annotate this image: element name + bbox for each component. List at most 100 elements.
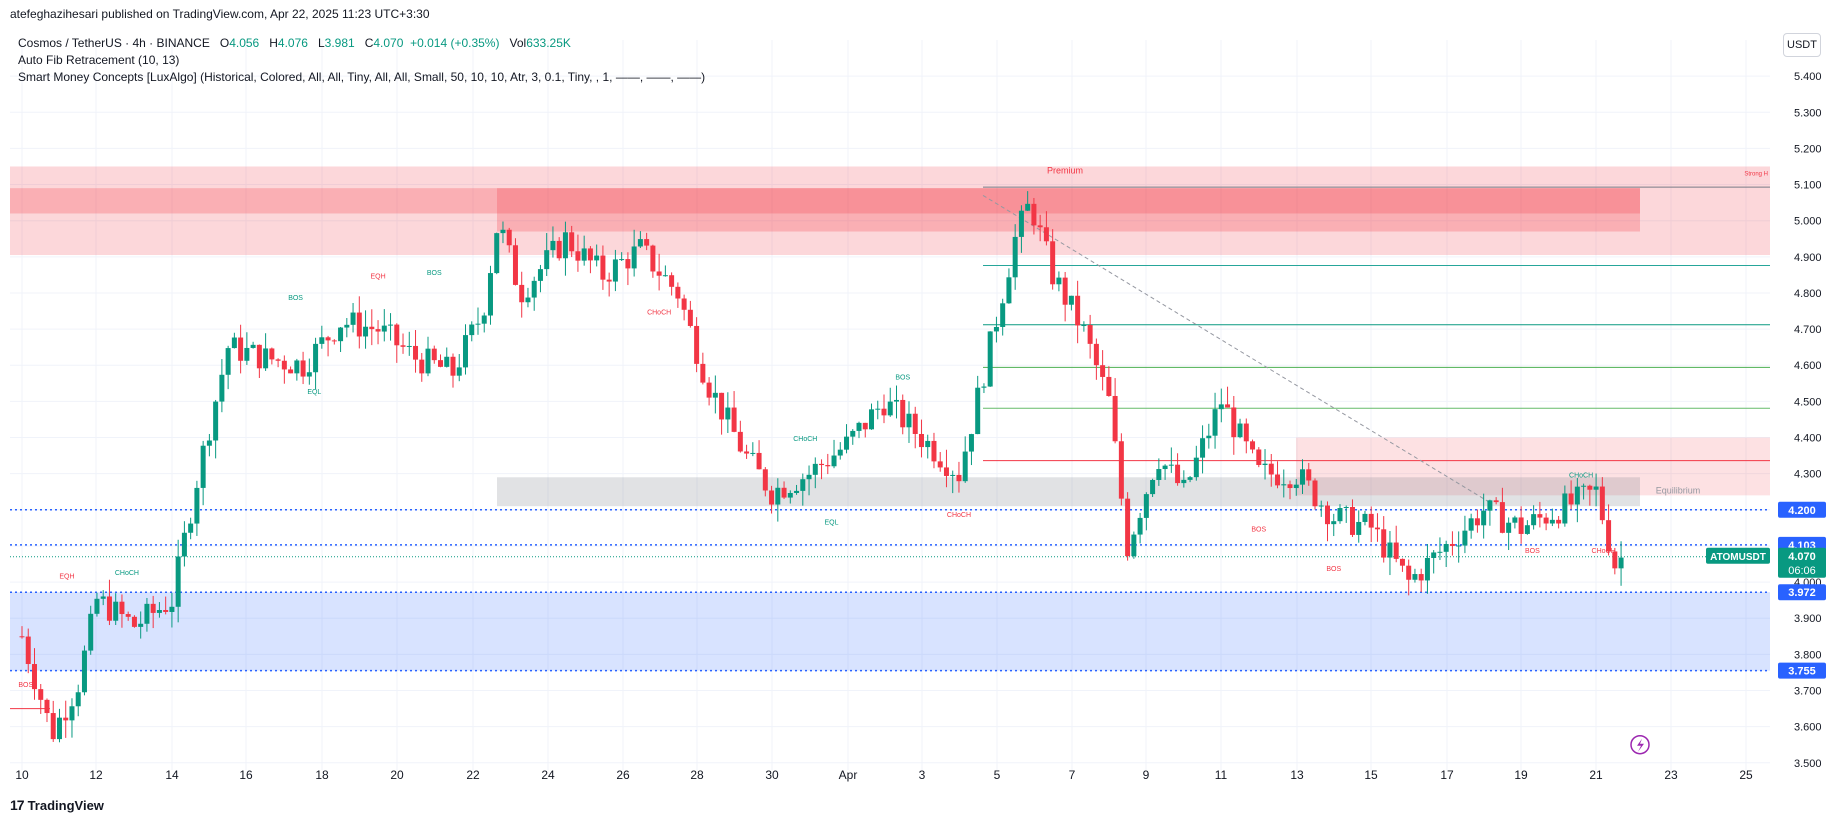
x-tick-label: 22 (466, 768, 480, 782)
y-tick-label: 5.100 (1794, 180, 1822, 192)
candle-body (1599, 486, 1605, 521)
symbol-title[interactable]: Cosmos / TetherUS · 4h · BINANCE (18, 36, 210, 50)
y-tick-label: 5.200 (1794, 143, 1822, 155)
candle-body (1037, 225, 1043, 228)
candle-body (256, 344, 262, 369)
candle-body (556, 240, 562, 259)
candle-body (875, 408, 881, 410)
candle-body (1200, 438, 1206, 458)
candle-body (750, 452, 756, 454)
candle-body (231, 337, 237, 349)
candle-body (806, 474, 812, 480)
candle-body (862, 422, 868, 430)
candle-body (288, 369, 294, 374)
candle-body (943, 467, 949, 476)
candle-body (1412, 574, 1418, 580)
candle-body (400, 345, 406, 347)
candle-body (781, 487, 787, 498)
candle-body (719, 392, 725, 420)
last-price-tag-bg (1778, 547, 1826, 578)
candle-body (1443, 544, 1449, 552)
fib-trend-line (982, 194, 1491, 504)
candle-body (1000, 303, 1006, 327)
price-tag-label: 3.755 (1788, 666, 1816, 678)
candle-body (1449, 544, 1455, 546)
candle-body (1106, 376, 1112, 396)
x-tick-label: 10 (15, 768, 29, 782)
candle-body (737, 431, 743, 452)
candle-body (81, 650, 87, 693)
candle-body (706, 382, 712, 398)
structure-label: CHoCH (1592, 548, 1616, 555)
indicator-smc[interactable]: Smart Money Concepts [LuxAlgo] (Historic… (18, 70, 706, 84)
candle-body (1100, 365, 1106, 377)
candle-body (1031, 203, 1037, 226)
candle-body (1324, 505, 1330, 525)
y-tick-label: 4.700 (1794, 324, 1822, 336)
candle-body (144, 603, 150, 624)
candle-body (937, 461, 943, 468)
candle-body (1256, 449, 1262, 465)
x-tick-label: 19 (1514, 768, 1528, 782)
candle-body (1418, 574, 1424, 581)
y-tick-label: 5.300 (1794, 107, 1822, 119)
candle-body (581, 248, 587, 261)
candle-body (950, 474, 956, 476)
indicator-fib[interactable]: Auto Fib Retracement (10, 13) (18, 53, 180, 67)
structure-label: CHoCH (793, 436, 817, 443)
candle-body (1193, 457, 1199, 478)
candle-body (369, 326, 375, 330)
discount-zone (10, 592, 1770, 671)
x-tick-label: 14 (165, 768, 179, 782)
strong-high-zone (1296, 437, 1770, 496)
candle-body (1474, 518, 1480, 526)
open-value: 4.056 (229, 36, 260, 50)
currency-selector[interactable]: USDT (1783, 33, 1821, 57)
candle-body (1543, 517, 1549, 524)
candle-body (1212, 409, 1218, 436)
candle-body (94, 598, 100, 614)
candle-body (819, 463, 825, 466)
candle-body (406, 345, 412, 347)
candle-body (475, 323, 481, 325)
candle-body (1162, 465, 1168, 470)
candle-body (631, 246, 637, 269)
candle-body (1493, 500, 1499, 503)
candle-body (1062, 277, 1068, 305)
candle-body (594, 255, 600, 261)
candles-group (19, 191, 1624, 743)
x-tick-label: 13 (1290, 768, 1304, 782)
candle-body (1293, 484, 1299, 489)
candle-body (269, 348, 275, 360)
candle-body (394, 324, 400, 346)
candle-body (744, 451, 750, 454)
candle-body (169, 606, 175, 612)
candle-body (1018, 210, 1024, 237)
candle-body (1075, 295, 1081, 326)
close-value: 4.070 (373, 36, 404, 50)
candle-body (200, 445, 206, 488)
candle-body (225, 348, 231, 375)
candle-body (1562, 493, 1568, 524)
candle-body (1287, 484, 1293, 489)
candle-body (1181, 479, 1187, 484)
supply-block (10, 188, 1640, 214)
candle-body (794, 490, 800, 493)
candle-body (669, 275, 675, 287)
candle-body (1300, 469, 1306, 485)
candle-body (1112, 395, 1118, 442)
price-chart[interactable]: BOS EQH BOS EQL CHoCH BOS CHoCH EQL CHoCH BOS BOS E… (0, 0, 1835, 790)
candle-body (1437, 551, 1443, 553)
candle-body (194, 487, 200, 524)
candle-body (1356, 521, 1362, 535)
price-tag-label: 4.200 (1788, 505, 1816, 517)
candle-body (238, 337, 244, 361)
candle-body (1150, 479, 1156, 495)
candle-body (1268, 463, 1274, 475)
candle-body (1487, 500, 1493, 511)
structure-label: CHoCH (647, 310, 671, 317)
candle-body (388, 324, 394, 326)
candle-body (1243, 423, 1249, 442)
x-tick-label: 26 (616, 768, 630, 782)
candle-body (1431, 552, 1437, 558)
